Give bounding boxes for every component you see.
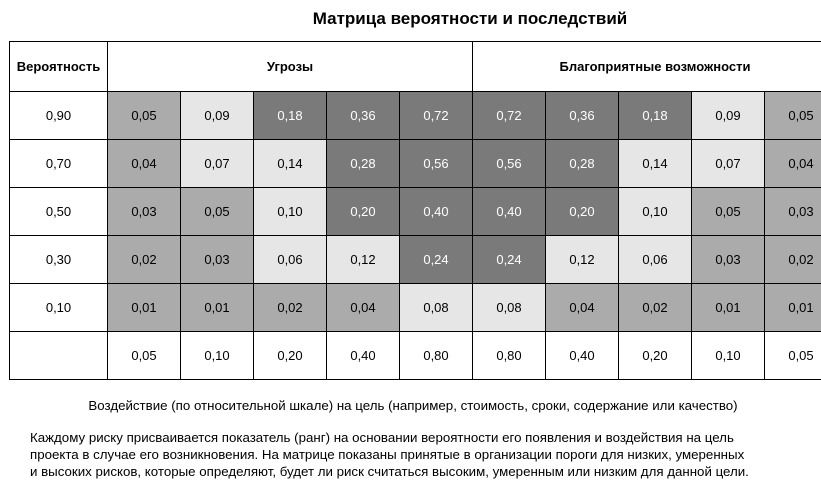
- probability-value: 0,50: [9, 187, 108, 236]
- probability-value: 0,70: [9, 139, 108, 188]
- risk-score-cell: 0,05: [107, 91, 181, 140]
- risk-score-cell: 0,20: [326, 187, 400, 236]
- risk-score-cell: 0,36: [326, 91, 400, 140]
- risk-score-cell: 0,04: [545, 283, 619, 332]
- risk-score-cell: 0,09: [691, 91, 765, 140]
- risk-score-cell: 0,72: [472, 91, 546, 140]
- risk-score-cell: 0,08: [399, 283, 473, 332]
- risk-score-cell: 0,05: [764, 91, 821, 140]
- risk-score-cell: 0,02: [253, 283, 327, 332]
- risk-score-cell: 0,08: [472, 283, 546, 332]
- note-line: Каждому риску присваивается показатель (…: [30, 430, 734, 445]
- risk-score-cell: 0,24: [472, 235, 546, 284]
- impact-caption: Воздействие (по относительной шкале) на …: [88, 398, 738, 413]
- risk-score-cell: 0,07: [180, 139, 254, 188]
- impact-value: 0,10: [691, 331, 765, 380]
- impact-value: 0,05: [107, 331, 181, 380]
- impact-value: 0,10: [180, 331, 254, 380]
- risk-score-cell: 0,12: [326, 235, 400, 284]
- risk-score-cell: 0,36: [545, 91, 619, 140]
- risk-score-cell: 0,40: [399, 187, 473, 236]
- risk-score-cell: 0,28: [326, 139, 400, 188]
- risk-score-cell: 0,10: [253, 187, 327, 236]
- risk-score-cell: 0,07: [691, 139, 765, 188]
- impact-value: 0,40: [545, 331, 619, 380]
- risk-score-cell: 0,14: [618, 139, 692, 188]
- probability-value: 0,10: [9, 283, 108, 332]
- risk-score-cell: 0,20: [545, 187, 619, 236]
- risk-score-cell: 0,06: [253, 235, 327, 284]
- probability-impact-matrix: Вероятность Угрозы Благоприятные возможн…: [9, 41, 821, 380]
- risk-score-cell: 0,18: [253, 91, 327, 140]
- risk-score-cell: 0,03: [764, 187, 821, 236]
- risk-score-cell: 0,05: [180, 187, 254, 236]
- risk-score-cell: 0,04: [326, 283, 400, 332]
- risk-score-cell: 0,01: [691, 283, 765, 332]
- probability-value: 0,30: [9, 235, 108, 284]
- risk-score-cell: 0,06: [618, 235, 692, 284]
- risk-score-cell: 0,56: [399, 139, 473, 188]
- explanatory-note: Каждому риску присваивается показатель (…: [30, 429, 821, 480]
- risk-score-cell: 0,02: [618, 283, 692, 332]
- risk-score-cell: 0,24: [399, 235, 473, 284]
- note-line: проекта в случае его возникновения. На м…: [30, 447, 745, 462]
- risk-score-cell: 0,28: [545, 139, 619, 188]
- risk-score-cell: 0,03: [691, 235, 765, 284]
- impact-value: 0,20: [253, 331, 327, 380]
- risk-score-cell: 0,12: [545, 235, 619, 284]
- risk-score-cell: 0,18: [618, 91, 692, 140]
- note-line: и высоких рисков, которые определяют, бу…: [30, 464, 749, 479]
- risk-score-cell: 0,01: [764, 283, 821, 332]
- header-threats: Угрозы: [107, 41, 473, 92]
- impact-value: 0,80: [472, 331, 546, 380]
- impact-value: 0,20: [618, 331, 692, 380]
- impact-value: 0,05: [764, 331, 821, 380]
- probability-value: 0,90: [9, 91, 108, 140]
- risk-score-cell: 0,10: [618, 187, 692, 236]
- risk-score-cell: 0,56: [472, 139, 546, 188]
- risk-score-cell: 0,03: [180, 235, 254, 284]
- risk-score-cell: 0,04: [764, 139, 821, 188]
- risk-score-cell: 0,01: [180, 283, 254, 332]
- risk-score-cell: 0,02: [764, 235, 821, 284]
- page-title: Матрица вероятности и последствий: [312, 9, 628, 28]
- empty-corner-cell: [9, 331, 108, 380]
- header-probability: Вероятность: [9, 41, 108, 92]
- risk-score-cell: 0,72: [399, 91, 473, 140]
- risk-score-cell: 0,01: [107, 283, 181, 332]
- risk-score-cell: 0,02: [107, 235, 181, 284]
- risk-score-cell: 0,14: [253, 139, 327, 188]
- risk-score-cell: 0,40: [472, 187, 546, 236]
- risk-score-cell: 0,03: [107, 187, 181, 236]
- impact-value: 0,40: [326, 331, 400, 380]
- impact-value: 0,80: [399, 331, 473, 380]
- risk-score-cell: 0,09: [180, 91, 254, 140]
- risk-score-cell: 0,05: [691, 187, 765, 236]
- risk-score-cell: 0,04: [107, 139, 181, 188]
- header-opportunities: Благоприятные возможности: [472, 41, 821, 92]
